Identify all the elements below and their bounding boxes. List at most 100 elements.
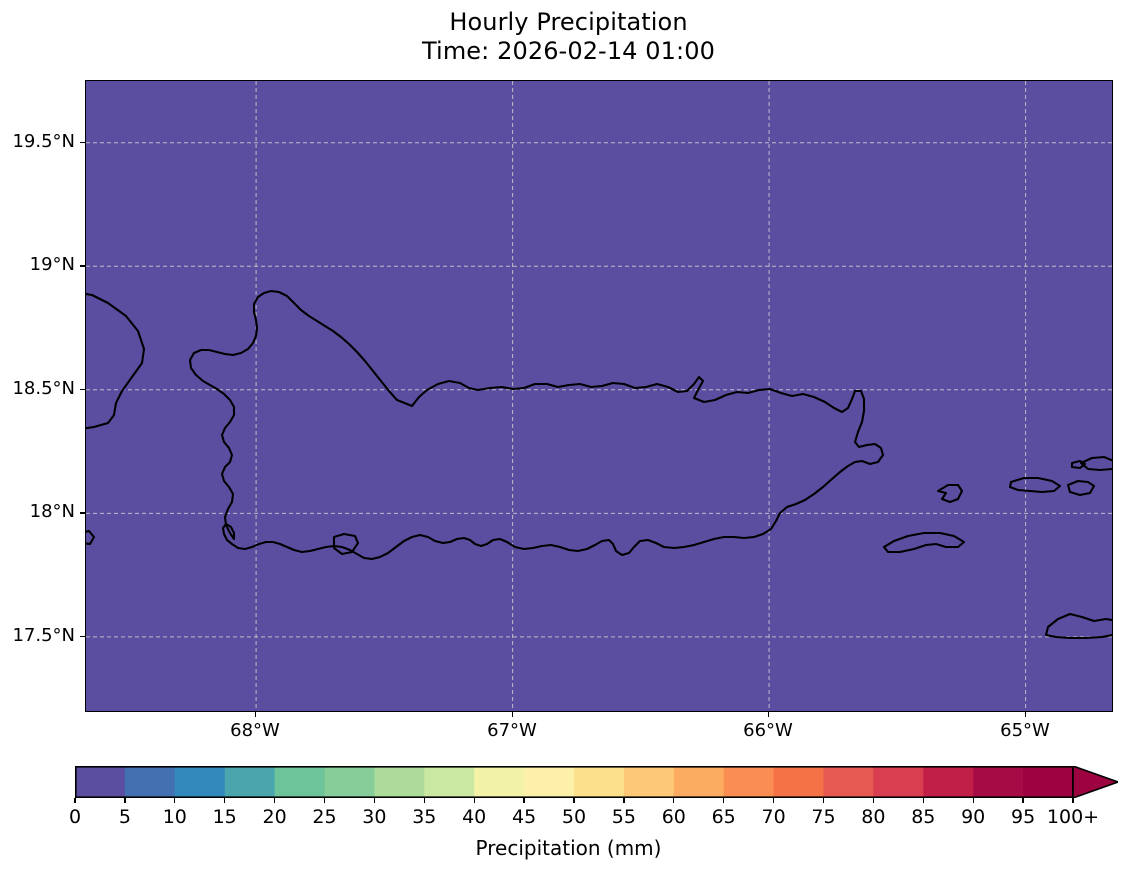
colorbar-tick-mark-65 — [723, 798, 725, 803]
coast-st-croix — [1044, 612, 1112, 640]
colorbar[interactable] — [75, 766, 1118, 798]
ytick-mark-175n — [80, 635, 85, 638]
colorbar-bin-90-95 — [973, 766, 1024, 798]
colorbar-bin-55-60 — [623, 766, 675, 798]
title-main: Hourly Precipitation — [449, 8, 688, 36]
colorbar-bin-85-90 — [923, 766, 974, 798]
title-subtitle: Time: 2026-02-14 01:00 — [422, 37, 715, 65]
colorbar-tick-label-70: 70 — [761, 806, 786, 828]
xtick-label-68w: 68°W — [230, 720, 280, 741]
coast-st-thomas — [1008, 476, 1062, 494]
coast-mona-island — [332, 532, 360, 556]
colorbar-bin-15-20 — [224, 766, 276, 798]
colorbar-tick-mark-45 — [523, 798, 525, 803]
colorbar-tick-label-85: 85 — [911, 806, 936, 828]
colorbar-tick-mark-35 — [423, 798, 425, 803]
colorbar-tick-label-80: 80 — [861, 806, 886, 828]
colorbar-tick-mark-40 — [473, 798, 475, 803]
colorbar-tick-label-50: 50 — [561, 806, 587, 828]
colorbar-tick-label-15: 15 — [212, 806, 237, 828]
colorbar-extend-arrow — [1072, 766, 1118, 798]
colorbar-tick-mark-20 — [273, 798, 276, 803]
colorbar-bin-95-100 — [1023, 766, 1074, 798]
colorbar-tick-label-90: 90 — [961, 806, 986, 828]
gridlines — [86, 81, 1112, 711]
colorbar-bin-65-70 — [723, 766, 775, 798]
ytick-label-18n: 18°N — [29, 501, 75, 522]
figure-title: Hourly Precipitation Time: 2026-02-14 01… — [0, 8, 1137, 66]
coast-tortola — [1079, 455, 1112, 472]
colorbar-tick-mark-100+ — [1072, 798, 1074, 803]
colorbar-tick-mark-75 — [822, 798, 825, 803]
xtick-label-66w: 66°W — [743, 720, 793, 741]
colorbar-tick-label-55: 55 — [611, 806, 636, 828]
colorbar-tick-label-5: 5 — [118, 806, 131, 828]
coast-hispaniola — [86, 292, 146, 430]
xtick-mark-68w — [255, 712, 257, 717]
colorbar-tick-mark-60 — [673, 798, 675, 803]
colorbar-tick-mark-5 — [124, 798, 126, 803]
colorbar-bin-40-45 — [474, 766, 525, 798]
colorbar-tick-label-10: 10 — [162, 806, 187, 828]
colorbar-tick-mark-25 — [323, 798, 326, 803]
ytick-mark-185n — [80, 388, 85, 391]
ytick-mark-195n — [80, 141, 85, 144]
colorbar-tick-mark-10 — [174, 798, 176, 803]
colorbar-tick-label-95: 95 — [1011, 806, 1036, 828]
colorbar-tick-mark-30 — [373, 798, 376, 803]
colorbar-tick-mark-80 — [872, 798, 875, 803]
colorbar-tick-mark-85 — [922, 798, 924, 803]
coast-puerto-rico — [188, 289, 885, 561]
ytick-label-195n: 19.5°N — [12, 131, 75, 152]
xtick-label-67w: 67°W — [487, 720, 537, 741]
colorbar-bin-25-30 — [324, 766, 375, 798]
colorbar-canvas — [75, 766, 1118, 798]
colorbar-bin-80-85 — [873, 766, 924, 798]
colorbar-bin-75-80 — [823, 766, 874, 798]
colorbar-tick-mark-95 — [1022, 798, 1024, 803]
map-plot-area[interactable] — [85, 80, 1113, 712]
colorbar-tick-label-60: 60 — [661, 806, 686, 828]
colorbar-tick-label-0: 0 — [68, 806, 82, 828]
colorbar-tick-mark-0 — [74, 798, 76, 803]
xtick-mark-67w — [511, 712, 513, 717]
xtick-mark-65w — [1024, 712, 1026, 717]
colorbar-tick-label-25: 25 — [312, 806, 337, 828]
coast-jost-van-dyke — [1070, 459, 1087, 470]
coast-culebra — [936, 483, 964, 504]
colorbar-tick-mark-90 — [972, 798, 974, 803]
colorbar-axis-label: Precipitation (mm) — [475, 836, 662, 860]
coast-st-john — [1066, 479, 1096, 497]
colorbar-bin-20-25 — [274, 766, 326, 798]
ytick-mark-19n — [80, 265, 85, 267]
colorbar-tick-label-65: 65 — [711, 806, 736, 828]
colorbar-tick-label-75: 75 — [811, 806, 836, 828]
colorbar-outline — [75, 766, 1074, 798]
colorbar-bin-60-65 — [673, 766, 725, 798]
ytick-label-175n: 17.5°N — [12, 625, 75, 646]
colorbar-tick-label-20: 20 — [262, 806, 287, 828]
xtick-label-65w: 65°W — [1000, 720, 1050, 741]
colorbar-bin-0-5 — [75, 766, 126, 798]
colorbar-tick-label-100+: 100+ — [1046, 806, 1100, 828]
xtick-mark-66w — [768, 712, 770, 717]
colorbar-tick-mark-70 — [772, 798, 775, 803]
colorbar-tick-mark-50 — [573, 798, 575, 803]
colorbar-bin-50-55 — [574, 766, 625, 798]
colorbar-bin-35-40 — [424, 766, 475, 798]
colorbar-tick-mark-15 — [224, 798, 226, 803]
colorbar-tick-label-35: 35 — [412, 806, 437, 828]
ytick-label-19n: 19°N — [29, 254, 75, 275]
colorbar-tick-label-40: 40 — [462, 806, 487, 828]
coast-left-islet — [86, 529, 96, 546]
colorbar-tick-label-45: 45 — [512, 806, 537, 828]
map-canvas — [86, 81, 1112, 711]
ytick-label-185n: 18.5°N — [12, 378, 75, 399]
colorbar-bin-30-35 — [374, 766, 425, 798]
ytick-mark-18n — [80, 512, 85, 514]
colorbar-bin-5-10 — [124, 766, 176, 798]
colorbar-tick-label-30: 30 — [362, 806, 387, 828]
colorbar-tick-mark-55 — [623, 798, 625, 803]
colorbar-bin-10-15 — [174, 766, 226, 798]
coast-vieques — [882, 531, 966, 554]
